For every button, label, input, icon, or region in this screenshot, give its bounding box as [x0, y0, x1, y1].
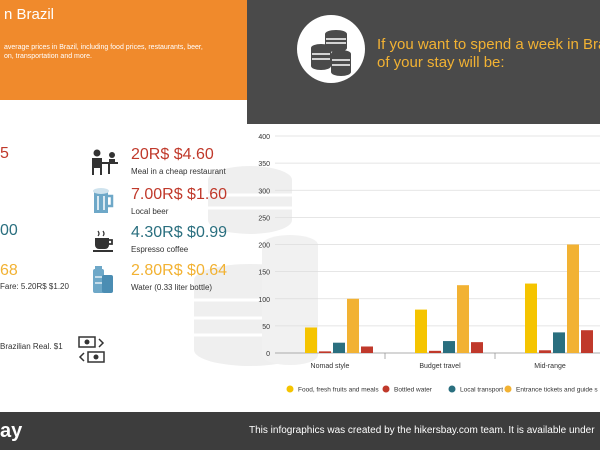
x-tick-label: Nomad style — [311, 363, 350, 370]
currency-text: Brazilian Real. $1 — [0, 342, 63, 351]
bar — [429, 350, 441, 353]
bar — [525, 283, 537, 353]
header-orange-panel — [0, 0, 247, 100]
page-title: n Brazil — [4, 6, 55, 23]
x-tick-label: Budget travel — [419, 363, 461, 370]
legend-label: Local transport — [460, 387, 503, 394]
legend-marker — [382, 385, 390, 393]
left-value-2: 00 — [0, 222, 18, 239]
y-tick-label: 0 — [266, 351, 270, 358]
water-bottle-icon — [93, 266, 113, 293]
bar — [443, 341, 455, 353]
price-label-coffee: Espresso coffee — [131, 245, 189, 254]
y-tick-label: 100 — [258, 297, 270, 304]
bar — [457, 285, 469, 353]
header-description-line1: average prices in Brazil, including food… — [4, 44, 203, 51]
price-value-coffee: 4.30R$ $0.99 — [131, 224, 228, 241]
header-description-line2: on, transportation and more. — [4, 53, 92, 60]
y-tick-label: 250 — [258, 215, 270, 222]
header-right-line1: If you want to spend a week in Braz — [377, 36, 600, 53]
price-value-beer: 7.00R$ $1.60 — [131, 186, 228, 203]
bar — [539, 350, 551, 353]
y-tick-label: 400 — [258, 134, 270, 141]
price-value-water: 2.80R$ $0.64 — [131, 262, 228, 279]
legend-marker — [286, 385, 294, 393]
money-exchange-icon — [78, 336, 105, 363]
footer-attribution: This infographics was created by the hik… — [249, 425, 595, 436]
price-label-beer: Local beer — [131, 207, 169, 216]
footer-bar — [0, 412, 600, 450]
price-label-meal: Meal in a cheap restaurant — [131, 167, 226, 176]
legend-marker — [504, 385, 512, 393]
bar — [581, 330, 593, 353]
bar — [305, 327, 317, 353]
restaurant-icon — [92, 149, 118, 175]
y-tick-label: 300 — [258, 188, 270, 195]
price-value-meal: 20R$ $4.60 — [131, 146, 214, 163]
bar — [567, 244, 579, 353]
y-tick-label: 50 — [262, 324, 270, 331]
footer-logo: ay — [0, 420, 23, 442]
bar — [347, 298, 359, 353]
price-label-water: Water (0.33 liter bottle) — [131, 283, 213, 292]
cost-bar-chart: 0 50 100 150 200 250 300 350 400 Nomad style Budg… — [258, 134, 600, 394]
bar — [361, 346, 373, 353]
y-tick-label: 350 — [258, 161, 270, 168]
beer-icon — [93, 188, 114, 213]
y-tick-label: 200 — [258, 243, 270, 250]
coin-stack-icon — [297, 15, 365, 83]
bar — [319, 351, 331, 353]
y-tick-label: 150 — [258, 270, 270, 277]
x-tick-label: Mid-range — [534, 363, 566, 370]
bar — [415, 309, 427, 353]
left-value-3: 68 — [0, 262, 18, 279]
left-value-1: 5 — [0, 145, 9, 162]
bar — [333, 342, 345, 353]
fare-text: Fare: 5.20R$ $1.20 — [0, 282, 69, 291]
coffee-icon — [93, 230, 113, 252]
legend-label: Entrance tickets and guide s — [516, 387, 598, 394]
legend-marker — [448, 385, 456, 393]
bar — [471, 342, 483, 353]
legend-label: Food, fresh fruits and meals — [298, 387, 379, 394]
legend-label: Bottled water — [394, 387, 433, 394]
bar — [553, 332, 565, 353]
header-right-line2: of your stay will be: — [377, 54, 505, 71]
